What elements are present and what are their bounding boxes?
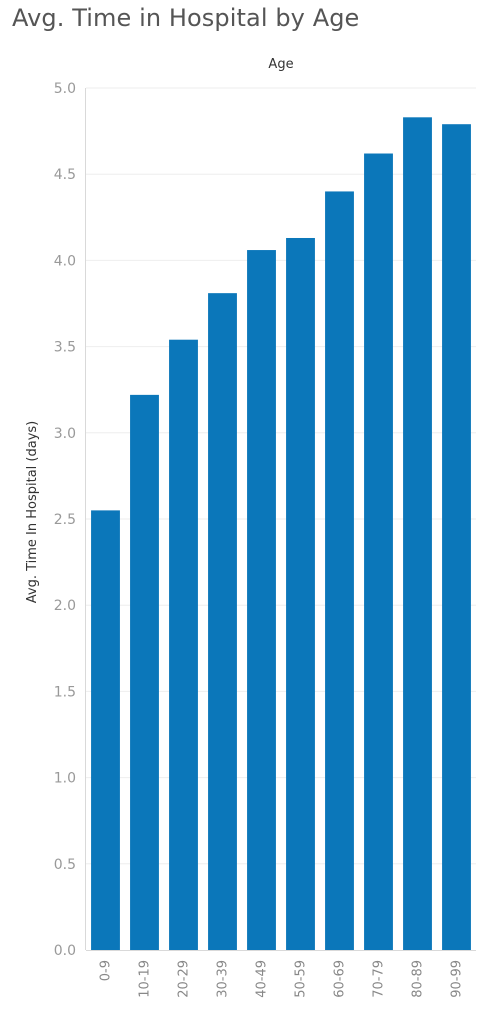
bar-0-9 [91, 510, 120, 950]
y-tick-label: 3.0 [54, 426, 76, 442]
x-tick-label: 70-79 [372, 960, 387, 998]
bar-20-29 [169, 339, 198, 951]
y-axis-title: Avg. Time In Hospital (days) [25, 421, 40, 604]
x-tick-label: 40-49 [255, 960, 270, 998]
bar-60-69 [325, 191, 354, 950]
x-tick-label: 90-99 [450, 960, 465, 998]
y-tick-label: 1.5 [54, 684, 76, 700]
bar-10-19 [130, 394, 159, 950]
chart-title: Avg. Time in Hospital by Age [12, 4, 360, 32]
x-tick-label: 50-59 [294, 960, 309, 998]
bar-50-59 [286, 237, 315, 950]
y-tick-label: 3.5 [54, 340, 76, 356]
x-axis-title: Age [268, 57, 293, 72]
y-tick-label: 4.0 [54, 253, 76, 269]
y-axis-ticks: 0.0 0.5 1.0 1.5 2.0 2.5 3.0 3.5 4.0 4.5 5.0 [54, 81, 76, 959]
x-tick-label: 80-89 [411, 960, 426, 998]
x-tick-label: 60-69 [333, 960, 348, 998]
bar-70-79 [364, 153, 393, 951]
x-tick-label: 0-9 [99, 960, 114, 981]
bar-30-39 [208, 293, 237, 950]
x-tick-label: 30-39 [216, 960, 231, 998]
bar-40-49 [247, 250, 276, 950]
x-tick-label: 10-19 [138, 960, 153, 998]
y-tick-label: 4.5 [54, 167, 76, 183]
y-tick-label: 0.0 [54, 943, 76, 959]
y-tick-label: 0.5 [54, 857, 76, 873]
bar-90-99 [442, 124, 471, 951]
y-tick-label: 5.0 [54, 81, 76, 97]
y-tick-label: 2.0 [54, 598, 76, 614]
bars [91, 117, 471, 951]
bar-80-89 [403, 117, 432, 951]
x-tick-label: 20-29 [177, 960, 192, 998]
y-tick-label: 1.0 [54, 771, 76, 787]
y-tick-label: 2.5 [54, 512, 76, 528]
x-axis-ticks: 0-9 10-19 20-29 30-39 40-49 50-59 60-69 70-79 80… [99, 960, 465, 998]
